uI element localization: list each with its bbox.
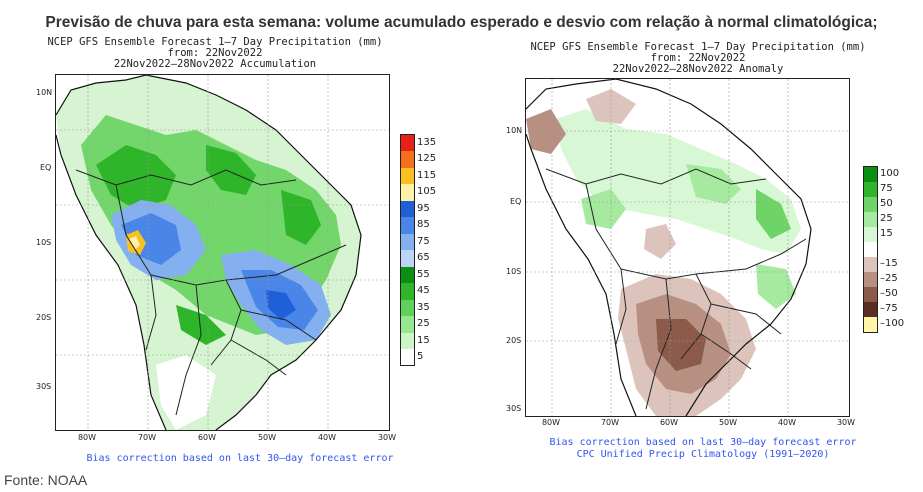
anomaly-footnote-2: CPC Unified Precip Climatology (1991–202… (576, 449, 830, 460)
anomaly-title-line3: 22Nov2022–28Nov2022 Anomaly (612, 63, 784, 75)
legend-swatch (401, 234, 414, 250)
legend-swatch (864, 227, 877, 242)
legend-label: 25 (880, 213, 893, 224)
legend-swatch (864, 302, 877, 317)
lat-label-eq: EQ (40, 163, 52, 172)
legend-swatch (401, 267, 414, 283)
legend-swatch (401, 300, 414, 316)
legend-swatch (864, 197, 877, 212)
accumulation-title-line2: from: 22Nov2022 (167, 47, 263, 59)
legend-swatch (401, 168, 414, 184)
legend-swatch (401, 217, 414, 234)
lon-label-80w: 80W (77, 433, 97, 442)
accumulation-legend-bar (400, 134, 415, 366)
accumulation-title-line1: NCEP GFS Ensemble Forecast 1–7 Day Preci… (47, 36, 383, 48)
lat-label-20s: 20S (36, 313, 52, 322)
lat-label-10s: 10S (506, 267, 522, 276)
lat-label-30s: 30S (36, 382, 52, 391)
source-caption: Fonte: NOAA (4, 472, 88, 488)
legend-swatch (864, 242, 877, 257)
legend-label: –25 (880, 273, 898, 284)
legend-label: 85 (417, 219, 430, 230)
legend-label: 125 (417, 153, 437, 164)
legend-label: 105 (417, 186, 437, 197)
legend-swatch (864, 272, 877, 287)
legend-label: 15 (417, 335, 430, 346)
lon-label-40w: 40W (777, 418, 797, 427)
legend-label: 75 (880, 183, 893, 194)
lat-label-20s: 20S (506, 336, 522, 345)
accumulation-map-panel: NCEP GFS Ensemble Forecast 1–7 Day Preci… (0, 34, 460, 474)
legend-swatch (864, 167, 877, 182)
accumulation-legend: 135 125 115 105 95 85 75 65 55 45 35 25 … (400, 134, 450, 366)
legend-swatch (864, 257, 877, 272)
legend-swatch (401, 316, 414, 333)
lon-label-60w: 60W (659, 418, 679, 427)
legend-swatch (864, 182, 877, 197)
legend-label: 135 (417, 137, 437, 148)
legend-label: –75 (880, 303, 898, 314)
legend-label: 75 (417, 236, 430, 247)
lat-label-10n: 10N (36, 88, 53, 97)
anomaly-legend: 100 75 50 25 15 –15 –25 –50 –75 –100 (863, 166, 918, 333)
legend-label: 100 (880, 168, 900, 179)
legend-label: 55 (417, 269, 430, 280)
legend-swatch (401, 349, 414, 365)
lat-label-30s: 30S (506, 404, 522, 413)
lat-label-eq: EQ (510, 197, 522, 206)
anomaly-legend-bar (863, 166, 878, 333)
legend-swatch (864, 212, 877, 227)
lon-label-70w: 70W (137, 433, 157, 442)
legend-label: 45 (417, 285, 430, 296)
anomaly-title-line1: NCEP GFS Ensemble Forecast 1–7 Day Preci… (530, 41, 866, 53)
legend-label: –50 (880, 288, 898, 299)
legend-swatch (401, 151, 414, 168)
legend-label: 65 (417, 252, 430, 263)
anomaly-map (525, 78, 850, 417)
lon-label-30w: 30W (377, 433, 397, 442)
legend-label: 95 (417, 203, 430, 214)
legend-swatch (864, 287, 877, 302)
lon-label-50w: 50W (257, 433, 277, 442)
lat-label-10n: 10N (506, 126, 523, 135)
lon-label-60w: 60W (197, 433, 217, 442)
accumulation-map (55, 74, 390, 431)
lon-label-50w: 50W (718, 418, 738, 427)
legend-label: 35 (417, 302, 430, 313)
legend-swatch (401, 201, 414, 217)
accumulation-footnote: Bias correction based on last 30–day for… (86, 453, 394, 464)
legend-swatch (401, 135, 414, 151)
page-headline: Previsão de chuva para esta semana: volu… (45, 14, 878, 31)
lon-label-40w: 40W (317, 433, 337, 442)
lon-label-70w: 70W (600, 418, 620, 427)
legend-swatch (401, 333, 414, 349)
legend-label: 5 (417, 351, 424, 362)
lon-label-80w: 80W (541, 418, 561, 427)
lat-label-10s: 10S (36, 238, 52, 247)
anomaly-map-panel: NCEP GFS Ensemble Forecast 1–7 Day Preci… (463, 34, 923, 474)
legend-swatch (401, 250, 414, 267)
accumulation-title-line3: 22Nov2022–28Nov2022 Accumulation (113, 58, 317, 70)
anomaly-footnote-1: Bias correction based on last 30–day for… (549, 437, 857, 448)
legend-label: 50 (880, 198, 893, 209)
legend-swatch (864, 317, 877, 332)
lon-label-30w: 30W (836, 418, 856, 427)
legend-label: –15 (880, 258, 898, 269)
legend-swatch (401, 283, 414, 300)
anomaly-title-line2: from: 22Nov2022 (650, 52, 746, 64)
legend-swatch (401, 184, 414, 201)
legend-label: 115 (417, 170, 437, 181)
legend-label: –100 (880, 318, 905, 329)
legend-label: 25 (417, 318, 430, 329)
legend-label: 15 (880, 228, 893, 239)
